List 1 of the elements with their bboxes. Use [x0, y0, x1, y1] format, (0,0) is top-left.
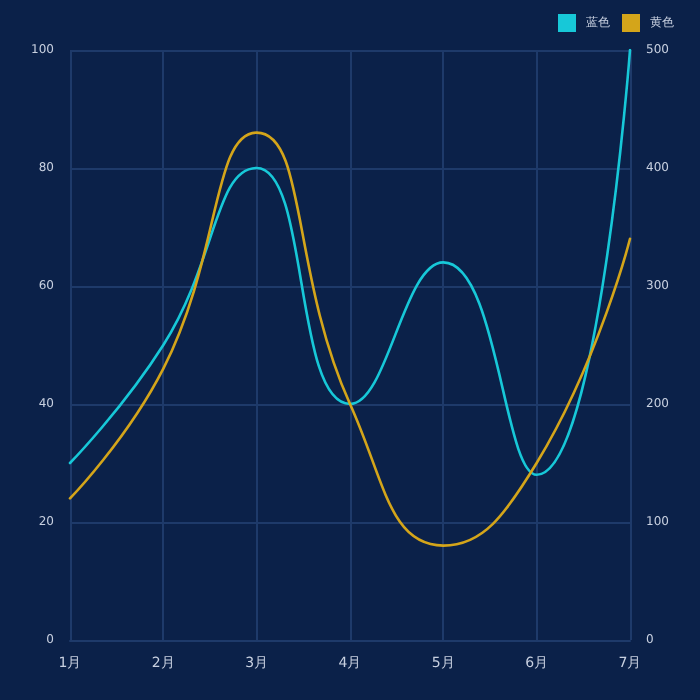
- line-series: [68, 131, 632, 547]
